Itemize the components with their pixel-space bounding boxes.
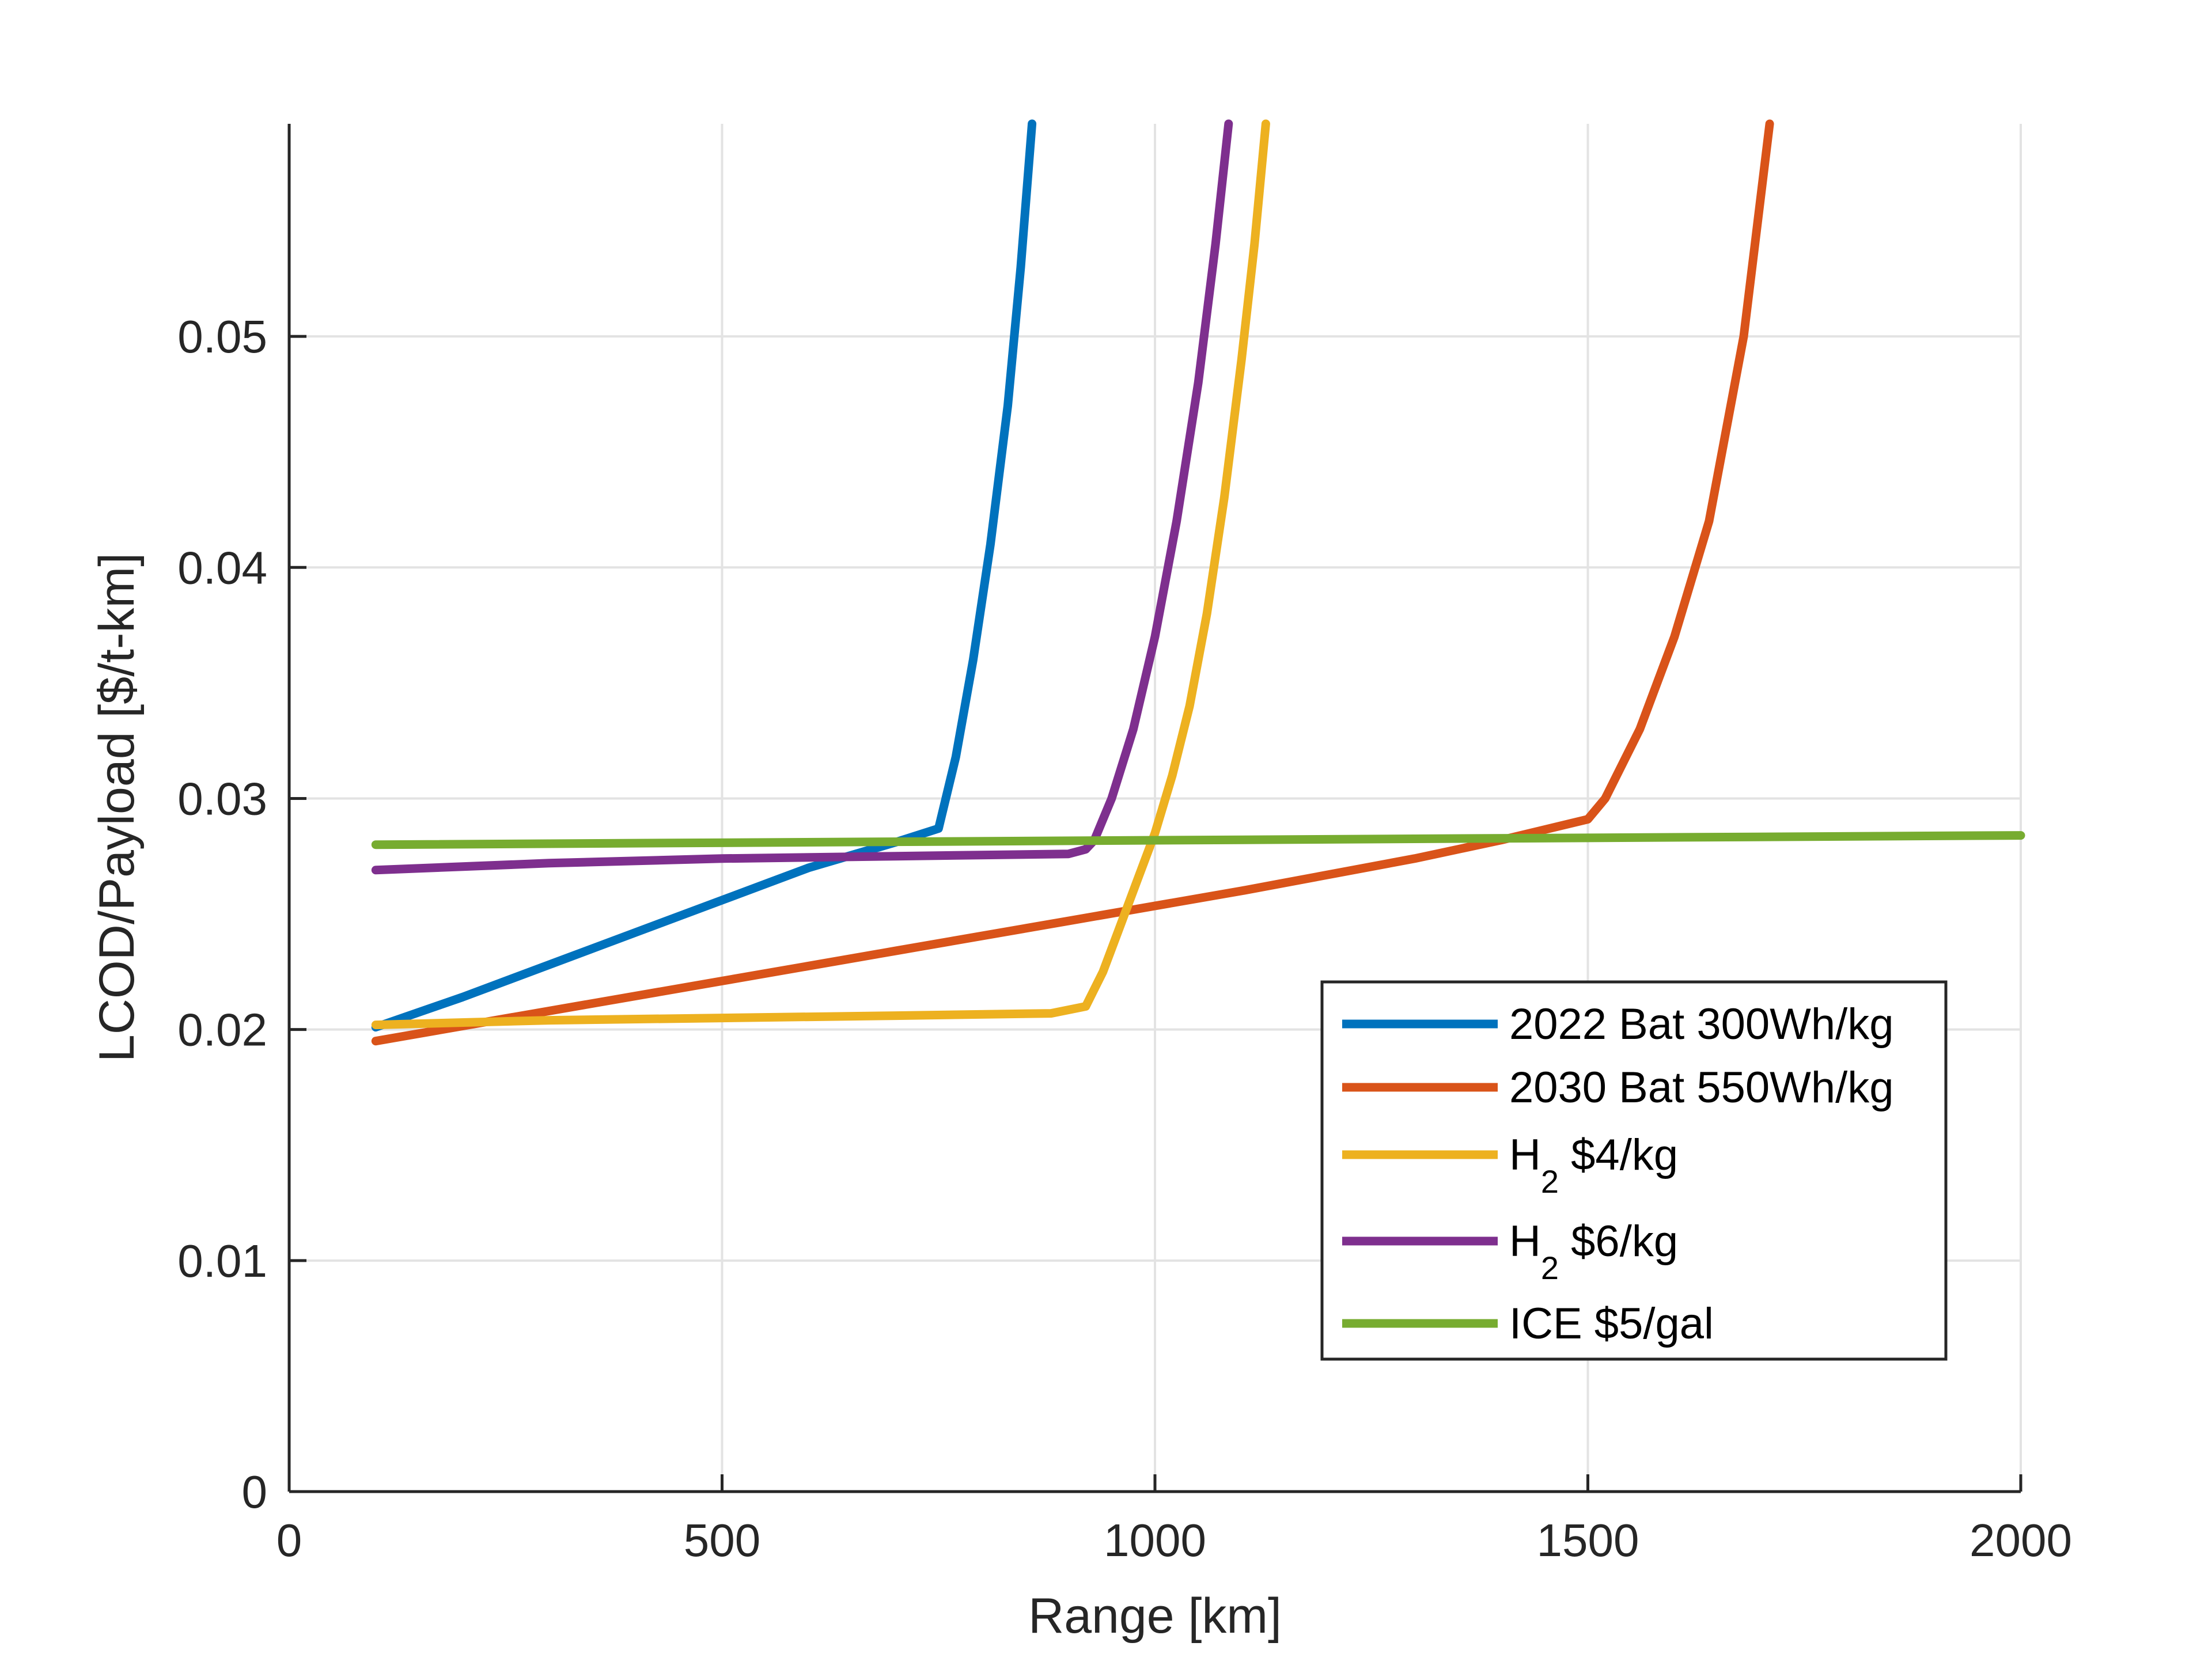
- legend-label-1: 2022 Bat 300Wh/kg: [1509, 1000, 1894, 1049]
- legend-label-4: H2 $6/kg: [1509, 1217, 1678, 1286]
- legend-label-main: 2030 Bat 550Wh/kg: [1509, 1063, 1894, 1112]
- x-tick-label: 0: [276, 1515, 302, 1566]
- x-tick-label: 1500: [1537, 1515, 1639, 1566]
- x-axis-label: Range [km]: [1028, 1588, 1282, 1644]
- y-tick-label: 0: [242, 1466, 268, 1518]
- legend-label-subscript: 2: [1541, 1163, 1559, 1200]
- y-axis-label: LCOD/Payload [$/t-km]: [89, 553, 145, 1062]
- axes: [287, 124, 2022, 1493]
- y-tick-label: 0.02: [177, 1004, 267, 1056]
- legend-label-subscript: 2: [1541, 1250, 1559, 1286]
- legend-label-main: H: [1509, 1131, 1541, 1179]
- legend-label-main: 2022 Bat 300Wh/kg: [1509, 1000, 1894, 1049]
- series-line-5: [371, 831, 2025, 849]
- series-lines: [371, 119, 2025, 1046]
- x-tick-label: 500: [684, 1515, 760, 1566]
- x-tick-label: 2000: [1969, 1515, 2072, 1566]
- legend-label-main: ICE $5/gal: [1509, 1299, 1714, 1348]
- series-line-1: [371, 119, 1037, 1032]
- legend-box: [1320, 980, 1948, 1361]
- series-line-4: [371, 119, 1233, 875]
- series-line-2: [371, 119, 1774, 1046]
- series-line-3: [371, 119, 1270, 1030]
- y-tick-label: 0.04: [177, 542, 267, 593]
- y-tick-label: 0.01: [177, 1235, 267, 1287]
- legend-label-5: ICE $5/gal: [1509, 1299, 1714, 1348]
- tick-labels: 0 500 1000 1500 2000 0 0.01 0.02 0.03 0.04 0.05: [177, 311, 2072, 1566]
- y-tick-label: 0.05: [177, 311, 267, 362]
- grid-lines: [289, 124, 2022, 1492]
- legend-label-2: 2030 Bat 550Wh/kg: [1509, 1063, 1894, 1112]
- legend-label-3: H2 $4/kg: [1509, 1131, 1678, 1200]
- legend-label-main: H: [1509, 1217, 1541, 1266]
- y-tick-label: 0.03: [177, 773, 267, 824]
- legend-label-rest: $6/kg: [1559, 1217, 1678, 1266]
- x-tick-label: 1000: [1104, 1515, 1206, 1566]
- legend-label-rest: $4/kg: [1559, 1131, 1678, 1179]
